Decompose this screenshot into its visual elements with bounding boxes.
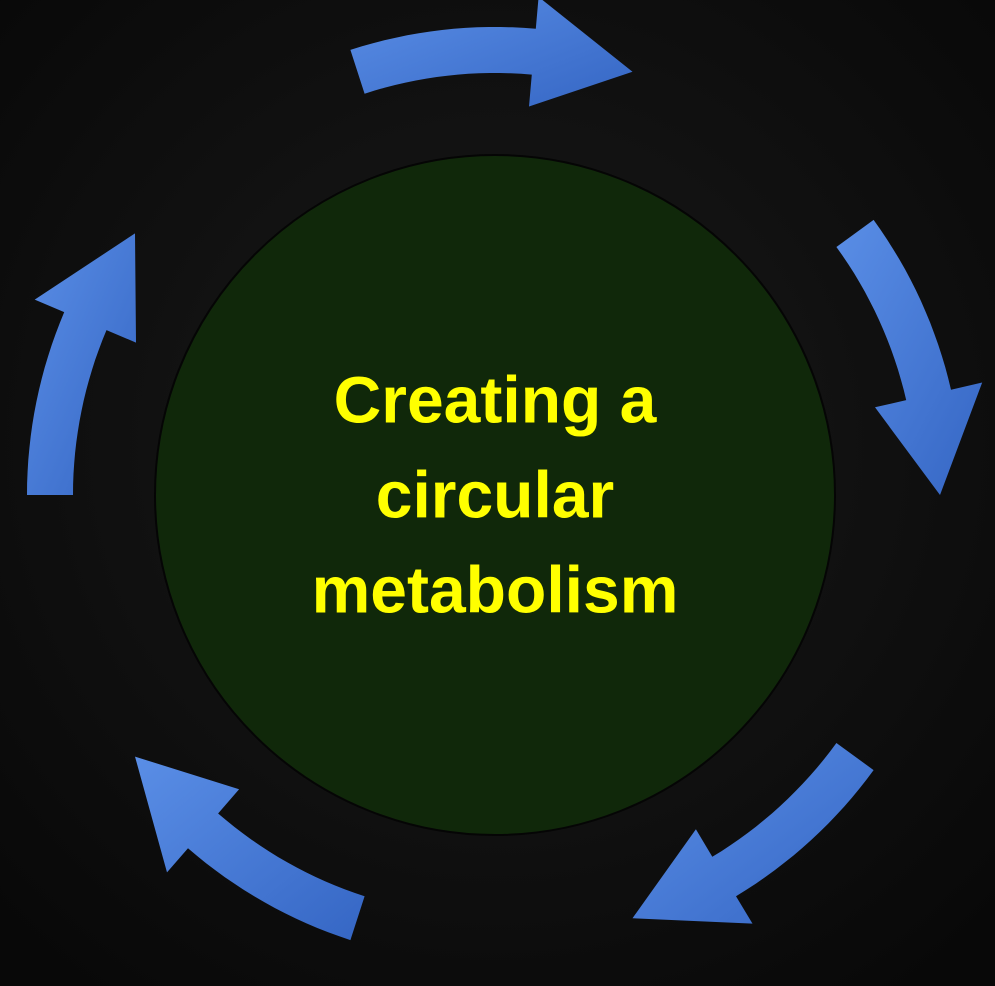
- cycle-arrow: [632, 743, 874, 924]
- center-line: circular: [376, 457, 614, 531]
- cycle-arrow: [350, 0, 633, 107]
- cycle-arrow: [836, 219, 983, 495]
- center-line: metabolism: [312, 552, 679, 626]
- cycle-arrow: [27, 233, 136, 495]
- center-circle: [154, 154, 836, 836]
- center-line: Creating a: [334, 362, 658, 436]
- arrows: [27, 0, 983, 941]
- cycle-arrow: [135, 756, 365, 941]
